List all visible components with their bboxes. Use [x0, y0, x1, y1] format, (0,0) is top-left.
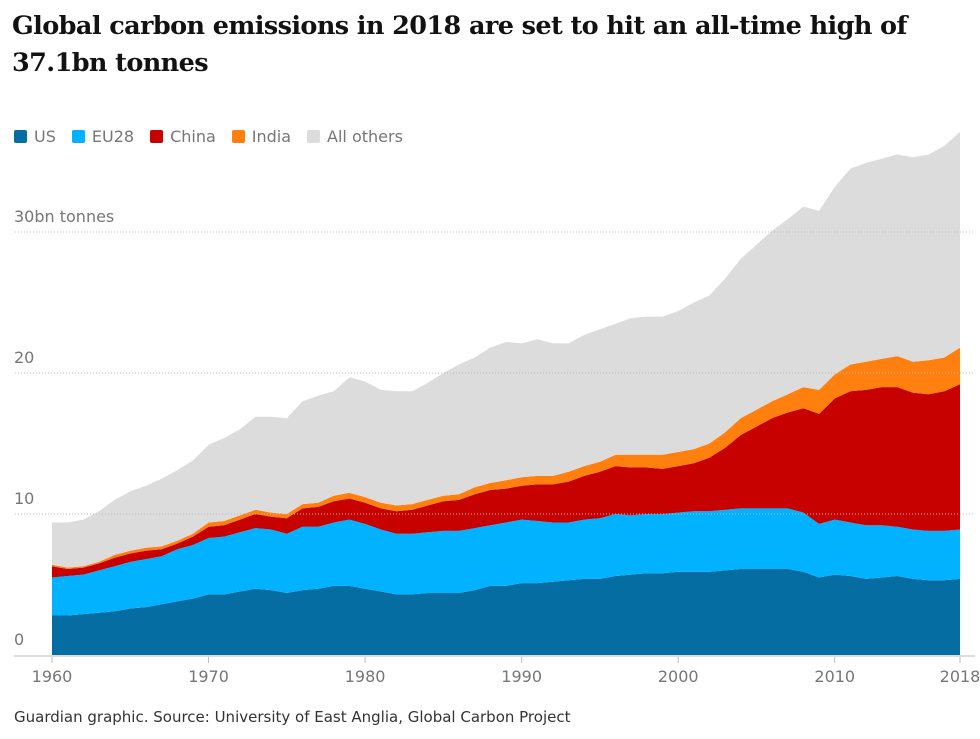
x-tick-label: 1980: [345, 667, 386, 686]
legend-label-us: US: [34, 127, 56, 146]
legend: US EU28 China India All others: [14, 127, 419, 146]
legend-item-india: India: [231, 127, 292, 146]
legend-item-all-others: All others: [307, 127, 403, 146]
grid-layer: [14, 231, 975, 657]
areas-layer: [52, 131, 960, 655]
y-tick-label: 20: [14, 348, 34, 367]
area-all-others: [52, 131, 960, 568]
legend-label-all-others: All others: [327, 127, 403, 146]
x-tick-label: 2018: [940, 667, 980, 686]
y-tick-label: 0: [14, 630, 24, 649]
legend-item-china: China: [150, 127, 216, 146]
area-eu28: [52, 508, 960, 616]
source-note: Guardian graphic. Source: University of …: [14, 708, 571, 726]
legend-swatch-india: [231, 130, 245, 143]
x-tick-label: 2000: [658, 667, 699, 686]
legend-swatch-eu28: [71, 130, 85, 143]
legend-label-china: China: [170, 127, 216, 146]
axes-layer: 0 10 20 30bn tonnes 1960 1970 1980 1990 2000 2010…: [14, 207, 980, 686]
area-china: [52, 384, 960, 578]
area-us: [52, 569, 960, 655]
legend-label-eu28: EU28: [91, 127, 135, 146]
x-tick-label: 1970: [188, 667, 229, 686]
legend-swatch-all-others: [307, 130, 321, 143]
x-tick-label: 1960: [32, 667, 73, 686]
legend-item-eu28: EU28: [71, 127, 135, 146]
x-tick-label: 2010: [814, 667, 855, 686]
chart-title: Global carbon emissions in 2018 are set …: [12, 11, 907, 78]
x-tick-label: 1990: [501, 667, 542, 686]
y-tick-label: 10: [14, 489, 34, 508]
y-tick-label: 30bn tonnes: [14, 207, 114, 226]
legend-swatch-us: [14, 130, 27, 143]
legend-item-us: US: [14, 127, 56, 146]
legend-swatch-china: [150, 130, 164, 143]
legend-label-india: India: [251, 127, 292, 146]
